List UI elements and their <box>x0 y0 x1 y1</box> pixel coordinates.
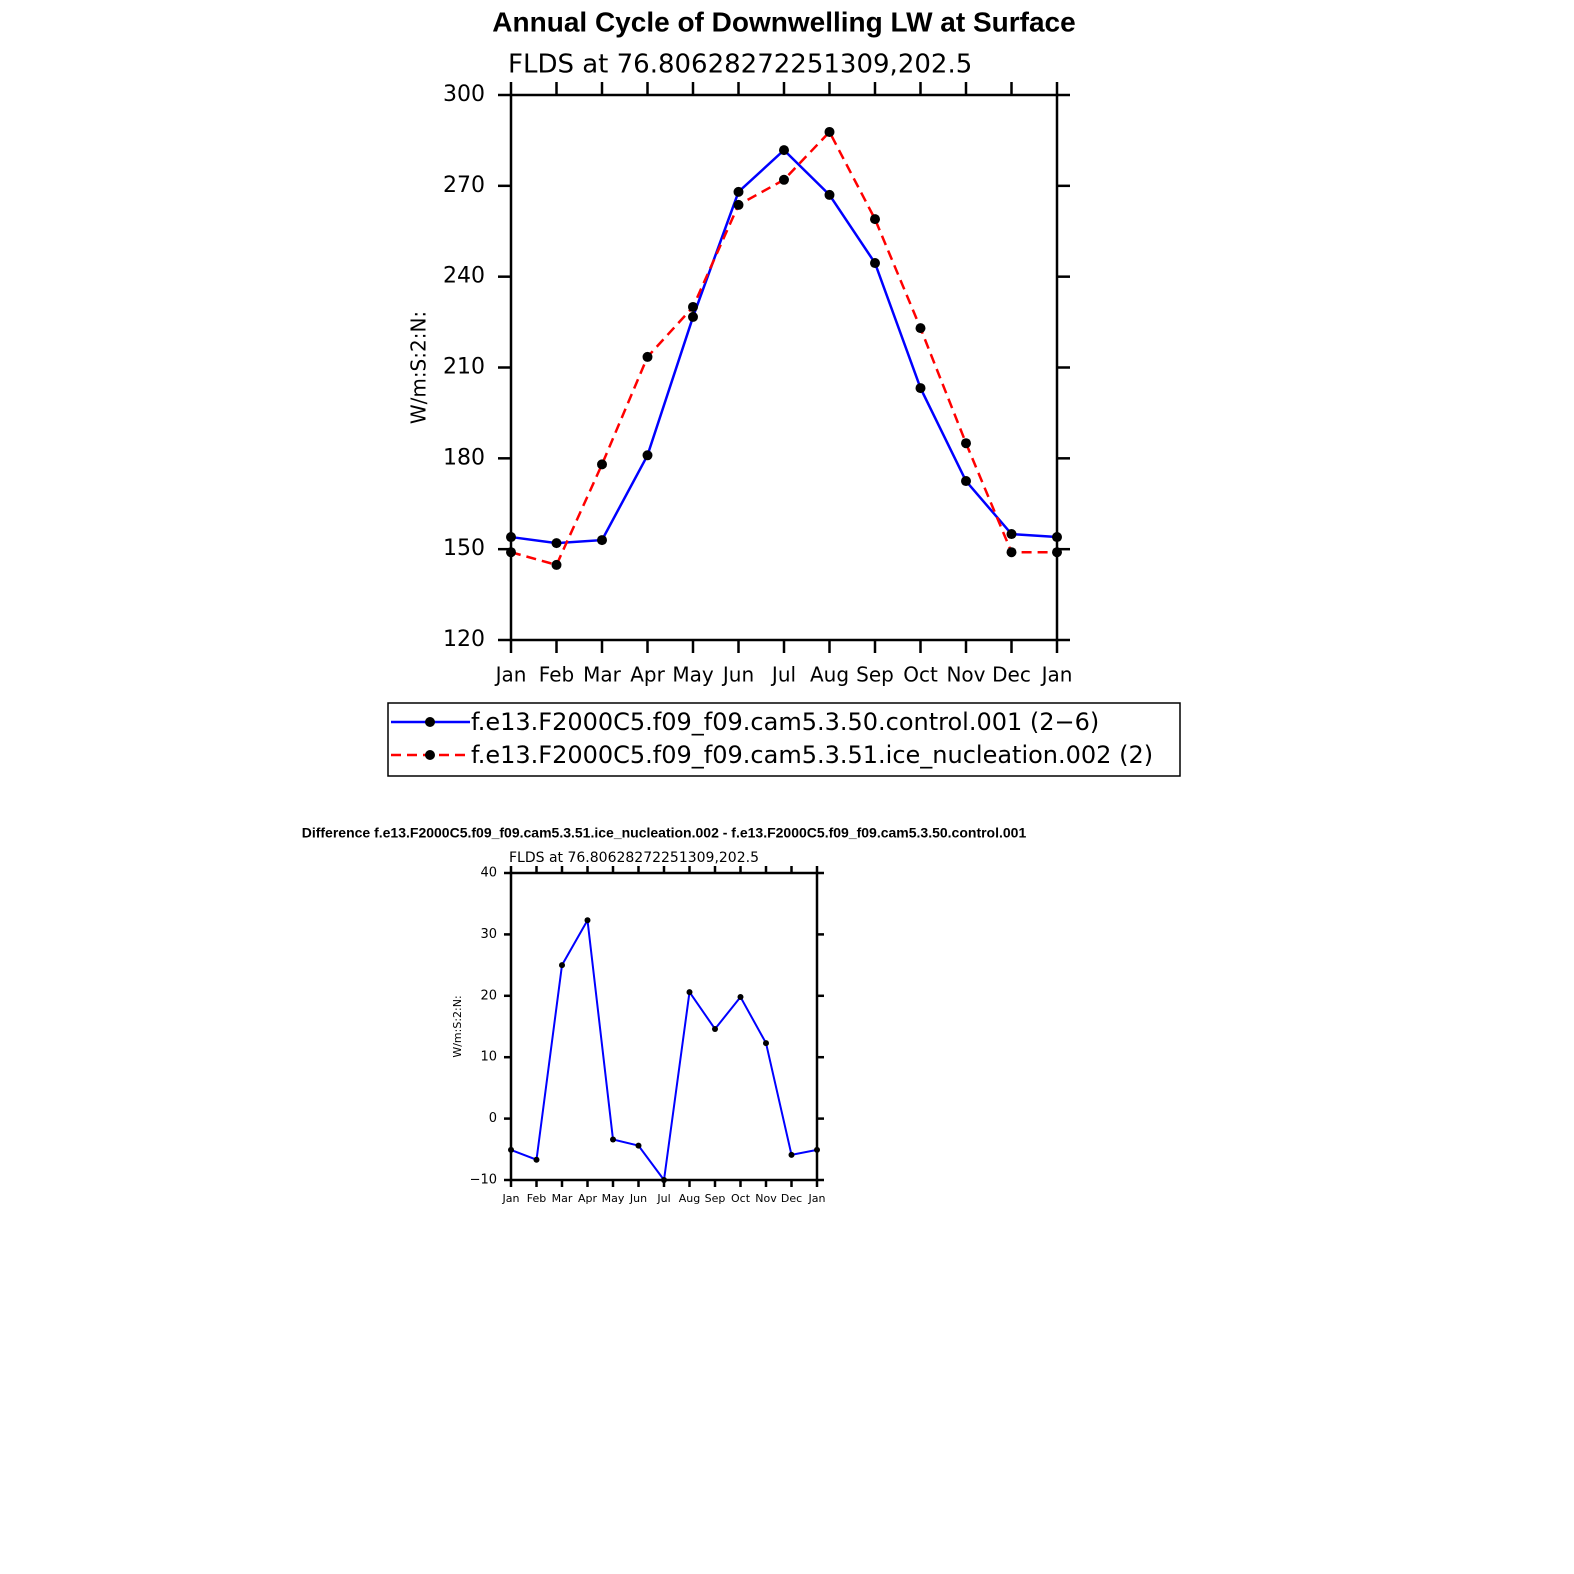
legend-box <box>387 702 1181 777</box>
data-point <box>688 311 698 322</box>
data-point <box>788 1151 795 1158</box>
x-tick-label: Aug <box>810 663 849 687</box>
x-tick-label: Dec <box>781 1192 802 1205</box>
x-tick-label: Nov <box>946 663 985 687</box>
data-point <box>712 1025 718 1032</box>
x-tick-label: Oct <box>903 663 938 687</box>
data-point <box>597 535 607 546</box>
y-axis-label: W/m:S:2:N: <box>407 311 431 424</box>
x-tick-label: Apr <box>578 1192 598 1205</box>
data-point <box>733 199 744 210</box>
data-point <box>1052 532 1062 543</box>
y-tick-label: 10 <box>480 1050 497 1065</box>
x-tick-label: Jul <box>656 1192 670 1205</box>
data-point <box>642 351 653 362</box>
data-point <box>915 323 926 334</box>
data-point <box>779 174 789 185</box>
data-point <box>642 450 653 461</box>
x-tick-label: Jul <box>770 663 796 687</box>
series-line <box>510 129 1057 567</box>
x-tick-label: Feb <box>539 663 574 687</box>
data-point <box>733 186 744 197</box>
y-tick-label: 0 <box>489 1111 497 1126</box>
y-tick-label: 300 <box>443 82 485 107</box>
y-tick-label: −10 <box>470 1173 497 1188</box>
x-tick-label: Jan <box>1040 663 1073 687</box>
data-point <box>688 301 698 312</box>
data-point <box>961 438 971 449</box>
x-tick-label: Jun <box>721 663 754 687</box>
chart-subtitle: FLDS at 76.80628272251309,202.5 <box>508 50 972 80</box>
data-point <box>814 1146 820 1153</box>
x-tick-label: Dec <box>992 663 1031 687</box>
y-tick-label: 120 <box>443 627 485 652</box>
y-tick-label: 40 <box>480 866 497 881</box>
y-tick-label: 240 <box>443 264 485 289</box>
x-tick-label: Feb <box>527 1192 546 1205</box>
data-point <box>915 383 926 394</box>
x-tick-label: Jan <box>494 663 527 687</box>
data-point <box>1052 547 1062 558</box>
data-point <box>779 145 789 156</box>
data-point <box>508 1146 514 1153</box>
chart-subtitle: FLDS at 76.80628272251309,202.5 <box>509 850 759 866</box>
y-tick-label: 150 <box>443 536 485 561</box>
x-tick-label: Jun <box>629 1192 647 1205</box>
y-tick-label: 20 <box>480 988 497 1003</box>
y-tick-label: 30 <box>480 927 497 942</box>
data-point <box>635 1142 642 1149</box>
data-point <box>551 559 562 570</box>
legend-label: f.e13.F2000C5.f09_f09.cam5.3.50.control.… <box>471 708 1099 736</box>
x-tick-label: Mar <box>552 1192 573 1205</box>
data-point <box>1006 529 1017 540</box>
y-tick-label: 180 <box>443 445 485 470</box>
y-tick-label: 210 <box>443 355 485 380</box>
data-point <box>763 1040 769 1047</box>
data-point <box>551 538 562 549</box>
data-point <box>824 126 835 137</box>
data-point <box>533 1156 540 1163</box>
chart-title: Annual Cycle of Downwelling LW at Surfac… <box>492 6 1075 37</box>
data-point <box>870 258 880 269</box>
y-axis-label: W/m:S:2:N: <box>451 995 464 1057</box>
x-tick-label: Apr <box>630 663 665 687</box>
x-tick-label: Aug <box>679 1192 700 1205</box>
plot-frame <box>509 871 819 1182</box>
x-tick-label: Oct <box>731 1192 751 1205</box>
x-tick-label: Jan <box>502 1192 520 1205</box>
data-point <box>686 989 693 996</box>
x-tick-label: May <box>602 1192 625 1205</box>
x-tick-label: Sep <box>856 663 894 687</box>
data-point <box>584 917 591 924</box>
data-point <box>506 547 516 558</box>
x-tick-label: Mar <box>583 663 622 687</box>
chart-title: Difference f.e13.F2000C5.f09_f09.cam5.3.… <box>302 825 1027 841</box>
legend-marker <box>425 750 435 760</box>
x-tick-label: Nov <box>755 1192 777 1205</box>
data-point <box>661 1177 667 1183</box>
data-point <box>506 532 516 543</box>
x-tick-label: May <box>672 663 714 687</box>
data-point <box>737 994 744 1001</box>
data-point <box>961 476 971 487</box>
data-point <box>597 459 607 470</box>
data-point <box>1006 547 1017 558</box>
data-point <box>610 1136 616 1143</box>
data-point <box>559 962 565 969</box>
series-line <box>510 917 818 1183</box>
legend-label: f.e13.F2000C5.f09_f09.cam5.3.51.ice_nucl… <box>471 741 1153 769</box>
x-tick-label: Jan <box>808 1192 826 1205</box>
x-tick-label: Sep <box>705 1192 726 1205</box>
y-tick-label: 270 <box>443 173 485 198</box>
data-point <box>870 214 880 225</box>
data-point <box>824 189 835 200</box>
legend-marker <box>425 717 435 727</box>
